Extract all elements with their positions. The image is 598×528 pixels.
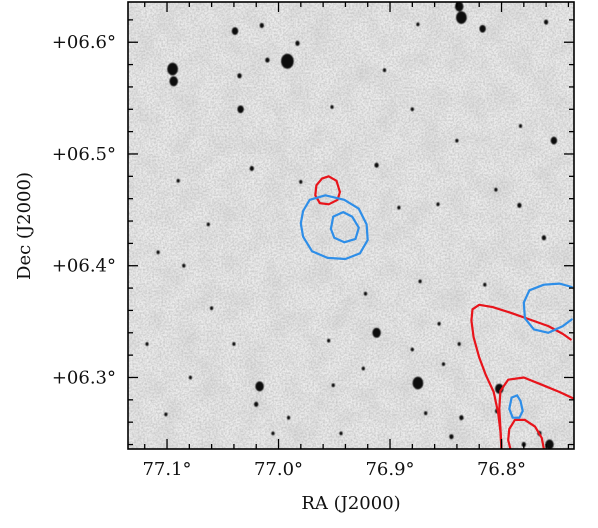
star xyxy=(424,411,428,416)
star xyxy=(361,366,365,371)
star xyxy=(265,57,270,63)
image-nebulosity xyxy=(128,2,574,449)
star xyxy=(164,412,168,417)
y-tick-label: +06.5° xyxy=(52,144,116,165)
star xyxy=(455,2,464,12)
star xyxy=(437,321,441,326)
star xyxy=(363,291,368,296)
star xyxy=(374,162,379,168)
star xyxy=(188,375,192,380)
contour-line xyxy=(507,418,545,449)
star xyxy=(418,279,422,284)
star xyxy=(412,376,424,390)
x-tick-label: 77.1° xyxy=(142,459,191,480)
star xyxy=(382,68,387,73)
x-axis-title: RA (J2000) xyxy=(301,493,400,514)
x-tick-label: 76.9° xyxy=(365,459,414,480)
y-tick-label: +06.3° xyxy=(52,368,116,389)
star xyxy=(330,105,334,109)
star xyxy=(271,431,275,436)
y-axis-title: Dec (J2000) xyxy=(14,172,35,280)
contour-line xyxy=(498,376,574,449)
star xyxy=(449,434,454,440)
star xyxy=(249,166,254,171)
star xyxy=(210,306,214,311)
star xyxy=(494,187,498,192)
star xyxy=(231,27,239,35)
contour-layer xyxy=(299,175,574,449)
star xyxy=(182,263,186,268)
star xyxy=(372,327,381,338)
star xyxy=(254,401,259,407)
plot-frame xyxy=(127,1,575,450)
contour-line xyxy=(522,282,573,334)
star xyxy=(541,235,547,241)
star xyxy=(410,347,414,352)
star xyxy=(397,205,401,210)
star xyxy=(176,178,180,183)
star xyxy=(455,138,459,143)
star xyxy=(259,23,264,28)
star xyxy=(518,124,523,128)
star xyxy=(167,62,178,76)
axis-ticks: 77.1° 77.0° 76.9° 76.8° +06.6° +06.5° +06.4° +0… xyxy=(52,2,574,480)
star xyxy=(550,136,558,145)
star xyxy=(287,415,291,420)
star xyxy=(545,439,554,449)
contour-line xyxy=(299,194,369,261)
contour-line xyxy=(508,394,524,419)
contour-line xyxy=(470,303,572,449)
star xyxy=(237,105,244,114)
star xyxy=(436,202,440,207)
star xyxy=(441,362,446,366)
plot-area xyxy=(128,2,574,449)
star xyxy=(483,282,487,287)
contour-line xyxy=(314,175,341,206)
star xyxy=(145,342,149,346)
star xyxy=(544,19,549,25)
star xyxy=(281,53,294,69)
star xyxy=(456,11,467,24)
contour-line xyxy=(329,211,360,244)
y-tick-label: +06.6° xyxy=(52,32,116,53)
star xyxy=(479,25,486,33)
star xyxy=(410,107,414,112)
star xyxy=(517,202,522,208)
star xyxy=(457,342,461,346)
star xyxy=(299,180,303,184)
star xyxy=(255,381,264,392)
star xyxy=(237,73,242,79)
star xyxy=(331,383,335,388)
y-tick-label: +06.4° xyxy=(52,256,116,277)
star xyxy=(459,415,464,421)
star xyxy=(416,22,420,27)
x-tick-label: 77.0° xyxy=(254,459,303,480)
star xyxy=(295,40,300,46)
x-tick-label: 76.8° xyxy=(477,459,526,480)
star xyxy=(232,342,236,346)
star xyxy=(169,76,178,87)
star xyxy=(156,250,160,255)
star xyxy=(339,431,343,436)
star xyxy=(327,338,331,343)
star xyxy=(206,222,210,227)
